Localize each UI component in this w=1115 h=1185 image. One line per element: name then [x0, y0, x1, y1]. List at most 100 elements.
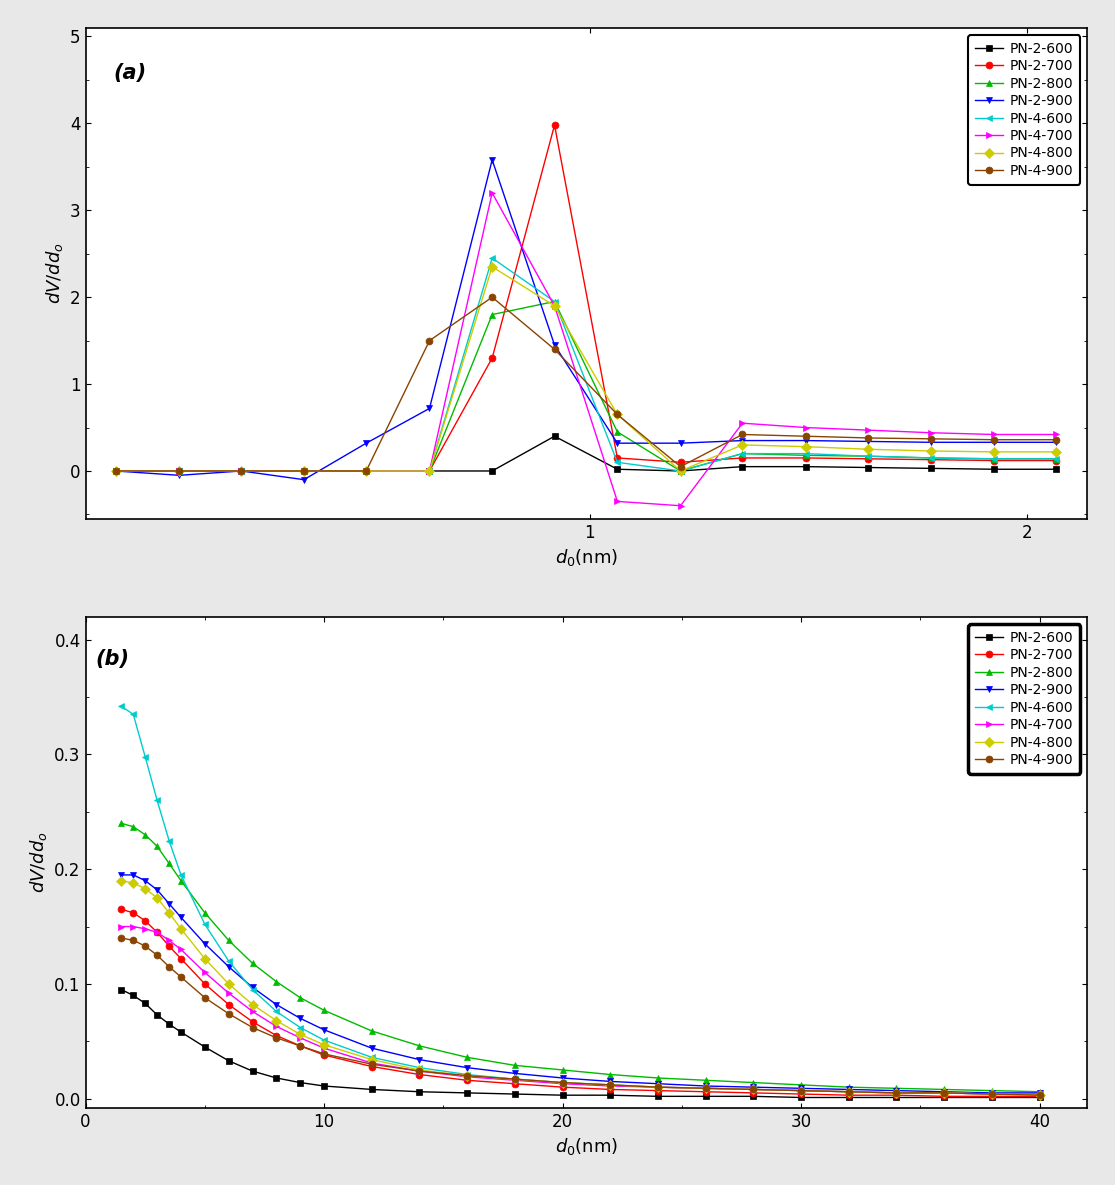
PN-4-600 [245, 982, 259, 997]
PN-4-600 [547, 294, 561, 308]
PN-4-700 [173, 463, 186, 478]
Line: PN-4-900: PN-4-900 [118, 935, 1043, 1098]
PN-2-700 [198, 976, 212, 991]
PN-4-700 [1032, 1087, 1046, 1101]
PN-4-900 [603, 1077, 617, 1091]
PN-2-600 [699, 1089, 712, 1103]
PN-4-700 [109, 463, 123, 478]
PN-2-700 [173, 463, 186, 478]
PN-2-700 [222, 998, 235, 1012]
PN-4-800 [318, 1038, 331, 1052]
PN-2-800 [1049, 451, 1063, 466]
PN-4-700 [293, 1031, 307, 1045]
PN-2-600 [138, 997, 152, 1011]
Line: PN-2-800: PN-2-800 [113, 299, 1060, 474]
X-axis label: $d_0$(nm): $d_0$(nm) [555, 547, 618, 568]
PN-2-700 [794, 1087, 807, 1101]
PN-2-600 [1049, 462, 1063, 476]
PN-2-700 [508, 1077, 522, 1091]
PN-4-800 [163, 905, 176, 920]
PN-4-900 [842, 1084, 855, 1098]
PN-4-800 [842, 1084, 855, 1098]
PN-2-800 [245, 956, 259, 971]
PN-4-700 [842, 1084, 855, 1098]
PN-2-800 [173, 463, 186, 478]
PN-4-800 [359, 463, 372, 478]
PN-4-700 [359, 463, 372, 478]
PN-2-900 [611, 436, 624, 450]
Line: PN-2-900: PN-2-900 [113, 156, 1060, 483]
PN-4-700 [174, 942, 187, 956]
PN-4-600 [163, 833, 176, 847]
PN-2-900 [115, 867, 128, 882]
PN-2-800 [603, 1068, 617, 1082]
PN-4-600 [138, 750, 152, 764]
PN-4-800 [938, 1085, 951, 1100]
PN-2-600 [163, 1017, 176, 1031]
PN-4-600 [318, 1033, 331, 1048]
PN-2-900 [270, 998, 283, 1012]
PN-4-700 [747, 1082, 760, 1096]
PN-4-900 [987, 433, 1000, 447]
PN-4-700 [423, 463, 436, 478]
PN-2-900 [938, 1084, 951, 1098]
PN-2-700 [862, 451, 875, 466]
PN-4-700 [365, 1056, 378, 1070]
X-axis label: $d_0$(nm): $d_0$(nm) [555, 1136, 618, 1158]
PN-4-800 [222, 976, 235, 991]
PN-4-900 [115, 931, 128, 946]
PN-2-600 [651, 1089, 665, 1103]
PN-4-900 [547, 342, 561, 357]
PN-2-700 [460, 1074, 474, 1088]
PN-2-700 [245, 1014, 259, 1029]
PN-2-800 [651, 1071, 665, 1085]
PN-2-700 [556, 1080, 570, 1094]
PN-2-800 [222, 934, 235, 948]
PN-4-700 [151, 925, 164, 940]
PN-4-600 [485, 251, 498, 265]
PN-4-700 [556, 1077, 570, 1091]
PN-2-900 [198, 936, 212, 950]
PN-2-700 [842, 1088, 855, 1102]
PN-4-900 [611, 408, 624, 422]
PN-2-700 [673, 455, 687, 469]
PN-4-800 [699, 1081, 712, 1095]
PN-4-700 [1049, 428, 1063, 442]
PN-2-900 [798, 434, 812, 448]
PN-4-600 [127, 707, 140, 722]
PN-2-900 [413, 1052, 426, 1066]
PN-4-700 [485, 186, 498, 200]
PN-4-900 [270, 1031, 283, 1045]
PN-4-600 [365, 1050, 378, 1064]
PN-4-600 [298, 463, 311, 478]
PN-4-800 [794, 1083, 807, 1097]
PN-2-900 [163, 897, 176, 911]
PN-4-900 [736, 428, 749, 442]
PN-2-700 [234, 463, 248, 478]
PN-2-600 [747, 1089, 760, 1103]
PN-2-600 [151, 1007, 164, 1021]
PN-2-600 [127, 988, 140, 1003]
PN-4-800 [109, 463, 123, 478]
PN-4-900 [986, 1087, 999, 1101]
PN-4-800 [174, 922, 187, 936]
PN-4-600 [359, 463, 372, 478]
PN-2-700 [938, 1089, 951, 1103]
PN-2-700 [1049, 454, 1063, 468]
PN-2-600 [293, 1076, 307, 1090]
PN-2-700 [423, 463, 436, 478]
PN-2-900 [423, 402, 436, 416]
PN-2-600 [485, 463, 498, 478]
PN-4-700 [890, 1085, 903, 1100]
PN-2-600 [798, 460, 812, 474]
PN-4-700 [245, 1005, 259, 1019]
PN-2-800 [611, 424, 624, 438]
PN-4-600 [798, 447, 812, 461]
PN-4-700 [986, 1087, 999, 1101]
PN-2-800 [151, 839, 164, 853]
PN-4-700 [673, 499, 687, 513]
PN-2-800 [485, 307, 498, 321]
PN-4-900 [359, 463, 372, 478]
PN-4-600 [603, 1077, 617, 1091]
PN-2-900 [109, 463, 123, 478]
